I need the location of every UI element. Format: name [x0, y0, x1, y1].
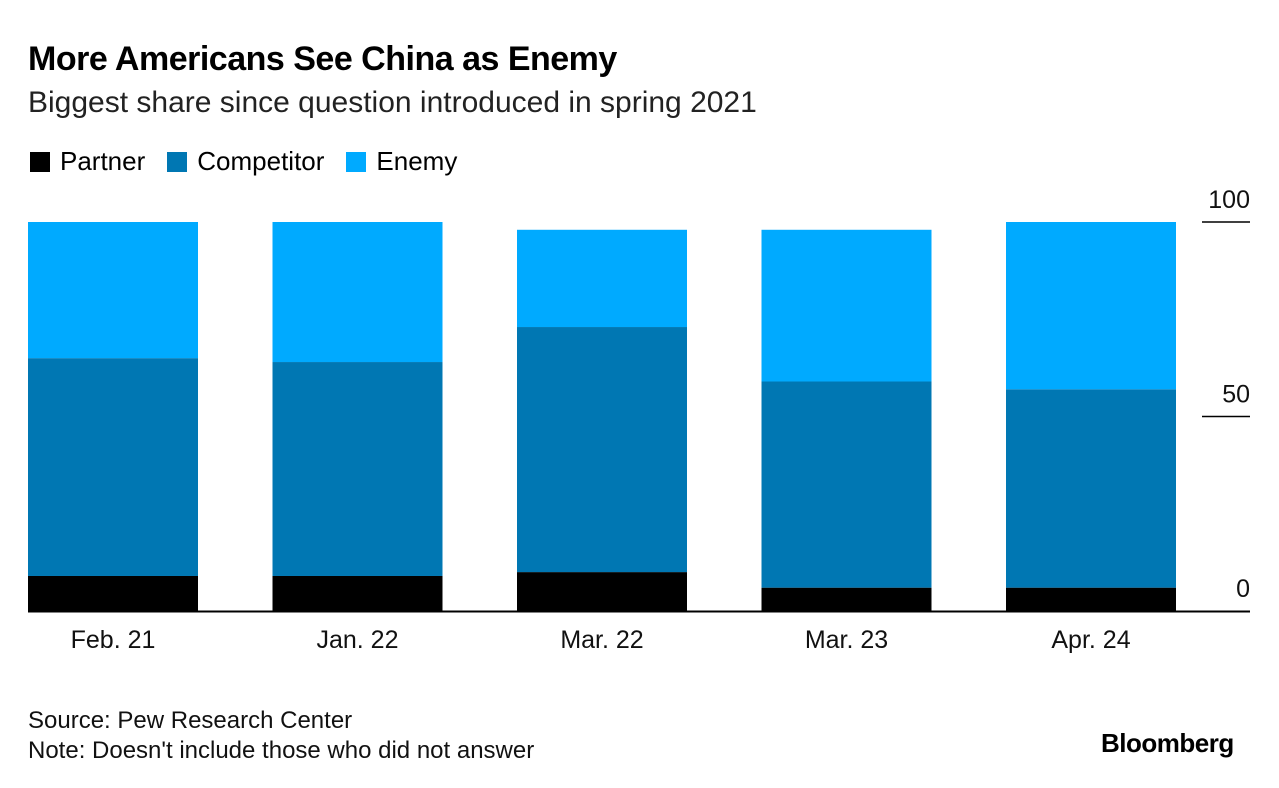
legend-label-enemy: Enemy: [376, 146, 458, 176]
footnotes: Source: Pew Research Center Note: Doesn'…: [28, 706, 534, 766]
bar-competitor-feb-21: [28, 358, 198, 576]
legend-label-partner: Partner: [60, 146, 146, 176]
source-note: Source: Pew Research Center: [28, 707, 353, 734]
y-tick-label-100: 100: [1208, 186, 1250, 214]
legend-swatch-enemy: [346, 151, 367, 172]
x-tick-label-jan-22: Jan. 22: [316, 626, 398, 654]
bar-partner-feb-21: [28, 575, 198, 611]
legend-item-enemy: Enemy: [346, 146, 457, 177]
y-tick-label-50: 50: [1222, 381, 1250, 409]
x-tick-label-feb-21: Feb. 21: [71, 626, 156, 654]
bar-partner-jan-22: [272, 575, 443, 611]
bar-partner-apr-24: [1006, 587, 1176, 611]
bar-partner-mar-23: [761, 587, 932, 611]
chart-title: More Americans See China as Enemy: [28, 40, 617, 78]
legend-item-competitor: Competitor: [167, 146, 324, 177]
legend: Partner Competitor Enemy: [30, 146, 479, 177]
bloomberg-logo: Bloomberg: [1101, 728, 1234, 758]
bar-enemy-jan-22: [272, 222, 443, 363]
legend-swatch-competitor: [167, 151, 188, 172]
bar-competitor-apr-24: [1006, 389, 1176, 588]
legend-item-partner: Partner: [30, 146, 145, 177]
bar-competitor-mar-23: [761, 381, 932, 588]
bar-competitor-mar-22: [517, 327, 687, 573]
bar-partner-mar-22: [517, 572, 687, 611]
answer-note: Note: Doesn't include those who did not …: [28, 737, 535, 764]
bar-enemy-feb-21: [28, 222, 198, 359]
x-tick-label-mar-23: Mar. 23: [805, 626, 888, 654]
legend-label-competitor: Competitor: [197, 146, 325, 176]
y-tick-label-0: 0: [1236, 575, 1250, 603]
bar-enemy-apr-24: [1006, 222, 1176, 390]
x-tick-label-mar-22: Mar. 22: [560, 626, 643, 654]
legend-swatch-partner: [30, 151, 50, 172]
x-tick-label-apr-24: Apr. 24: [1051, 626, 1130, 654]
bar-competitor-jan-22: [272, 362, 443, 576]
bar-enemy-mar-23: [761, 229, 932, 382]
chart-subtitle: Biggest share since question introduced …: [28, 86, 757, 119]
bar-enemy-mar-22: [517, 229, 687, 328]
